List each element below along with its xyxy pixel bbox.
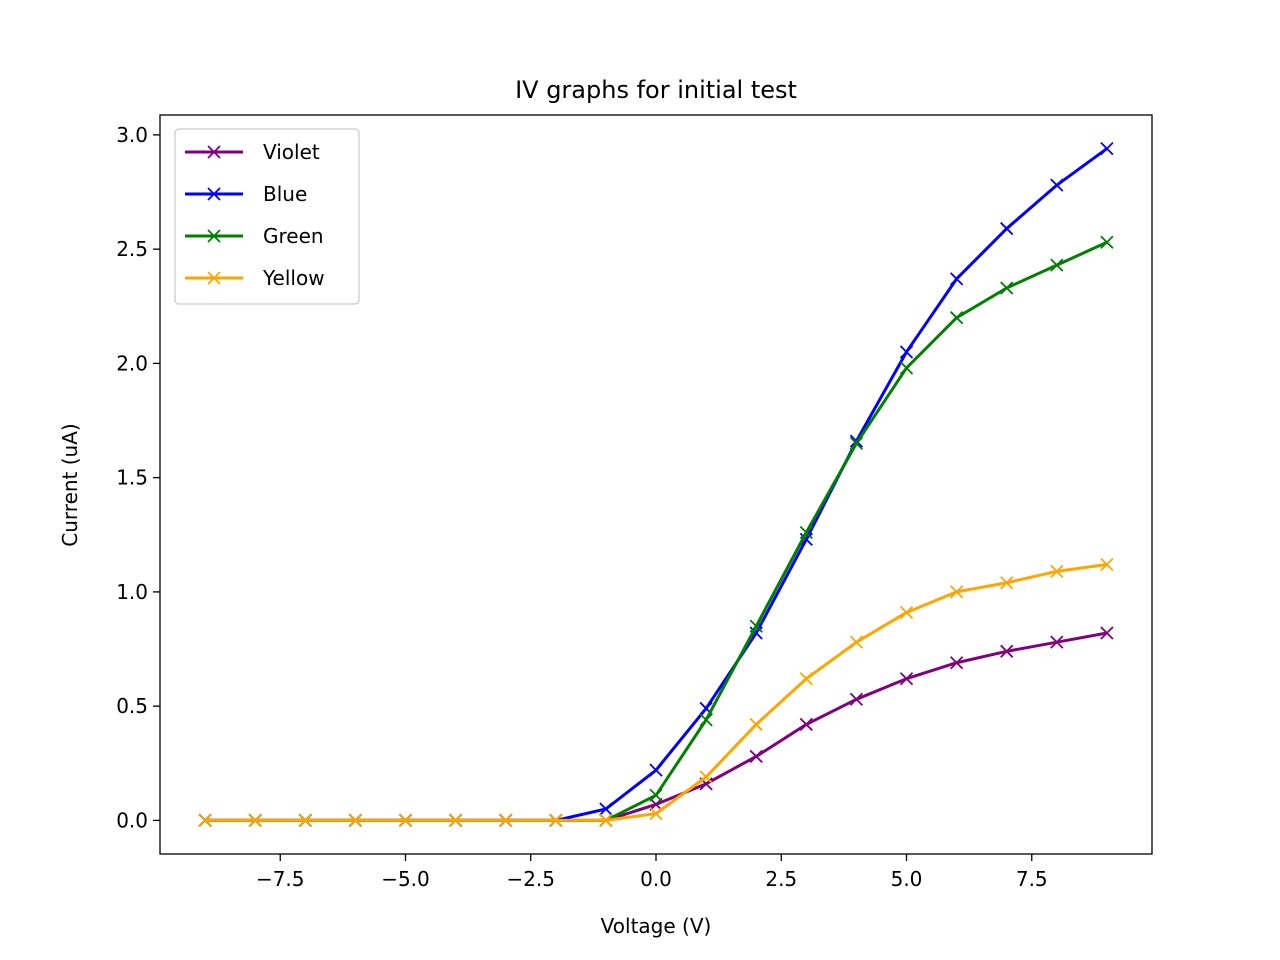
y-tick-label: 2.0 <box>116 351 148 375</box>
data-point-yellow <box>899 605 914 620</box>
data-point-yellow <box>398 813 413 828</box>
data-point-yellow <box>599 813 613 828</box>
data-point-green <box>849 436 864 451</box>
data-point-yellow <box>348 813 363 828</box>
x-tick-label: 2.5 <box>765 867 797 891</box>
legend-item-blue: Blue <box>185 182 307 206</box>
x-tick-label: 5.0 <box>891 867 923 891</box>
legend-label-yellow: Yellow <box>262 266 325 290</box>
data-point-violet <box>949 656 964 670</box>
data-point-blue <box>649 763 663 777</box>
data-point-blue <box>1100 141 1114 156</box>
data-point-blue <box>599 802 613 816</box>
data-point-yellow <box>649 806 663 821</box>
data-point-green <box>749 619 763 633</box>
data-point-violet <box>1100 626 1114 640</box>
data-point-green <box>649 788 663 802</box>
legend-item-violet: Violet <box>185 140 320 164</box>
chart-title: IV graphs for initial test <box>515 76 797 104</box>
x-tick-label: −5.0 <box>381 867 430 891</box>
data-point-violet <box>799 717 813 732</box>
data-point-yellow <box>699 770 713 784</box>
data-point-yellow <box>1100 557 1114 572</box>
data-point-green <box>799 525 813 540</box>
legend-marker-green <box>207 229 221 243</box>
data-point-green <box>899 361 914 375</box>
data-point-green <box>1000 281 1014 295</box>
data-point-yellow <box>1000 576 1014 590</box>
x-axis-ticks: −7.5 −5.0 −2.5 0.0 2.5 5.0 7.5 <box>256 854 1048 891</box>
data-point-green <box>1100 235 1114 249</box>
legend: Violet Blue Green Yellow <box>174 128 360 305</box>
legend-label-blue: Blue <box>263 182 307 206</box>
data-point-yellow <box>499 813 513 828</box>
data-point-violet <box>1000 644 1014 658</box>
data-point-yellow <box>749 717 763 732</box>
data-point-yellow <box>448 813 463 828</box>
x-axis-label: Voltage (V) <box>601 914 712 938</box>
legend-label-green: Green <box>263 224 324 248</box>
y-tick-label: 1.5 <box>116 466 148 490</box>
series-yellow <box>198 557 1114 828</box>
legend-item-yellow: Yellow <box>185 266 325 290</box>
x-tick-label: −2.5 <box>506 867 555 891</box>
legend-label-violet: Violet <box>263 140 320 164</box>
data-point-green <box>1050 258 1064 272</box>
y-axis-label: Current (uA) <box>58 423 82 546</box>
data-point-violet <box>1050 635 1064 649</box>
x-tick-label: 7.5 <box>1016 867 1048 891</box>
data-point-blue <box>899 345 914 359</box>
data-point-blue <box>1000 221 1014 236</box>
x-tick-label: 0.0 <box>640 867 672 891</box>
data-point-yellow <box>198 813 212 828</box>
data-point-yellow <box>849 635 864 649</box>
legend-marker-violet <box>207 145 221 159</box>
data-point-violet <box>749 749 763 764</box>
data-point-violet <box>849 692 864 706</box>
data-point-yellow <box>799 672 813 686</box>
y-tick-label: 0.5 <box>116 694 148 718</box>
legend-box <box>174 128 360 305</box>
data-point-yellow <box>248 813 262 828</box>
x-tick-label: −7.5 <box>256 867 305 891</box>
data-point-yellow <box>549 813 563 828</box>
legend-marker-blue <box>207 187 221 201</box>
data-point-violet <box>899 672 914 686</box>
y-tick-label: 1.0 <box>116 580 148 604</box>
data-point-blue <box>949 272 964 286</box>
y-tick-label: 0.0 <box>116 808 148 832</box>
data-point-green <box>949 311 964 325</box>
y-tick-label: 2.5 <box>116 237 148 261</box>
plot-frame <box>159 114 1153 855</box>
legend-item-green: Green <box>185 224 324 248</box>
y-axis-ticks: 0.0 0.5 1.0 1.5 2.0 2.5 3.0 <box>116 123 160 832</box>
data-point-blue <box>1050 178 1064 192</box>
series-layer <box>198 141 1114 828</box>
legend-marker-yellow <box>207 271 221 285</box>
data-point-yellow <box>298 813 312 828</box>
data-point-green <box>699 713 713 727</box>
data-point-yellow <box>949 585 964 599</box>
y-tick-label: 3.0 <box>116 123 148 147</box>
data-point-yellow <box>1050 564 1064 578</box>
